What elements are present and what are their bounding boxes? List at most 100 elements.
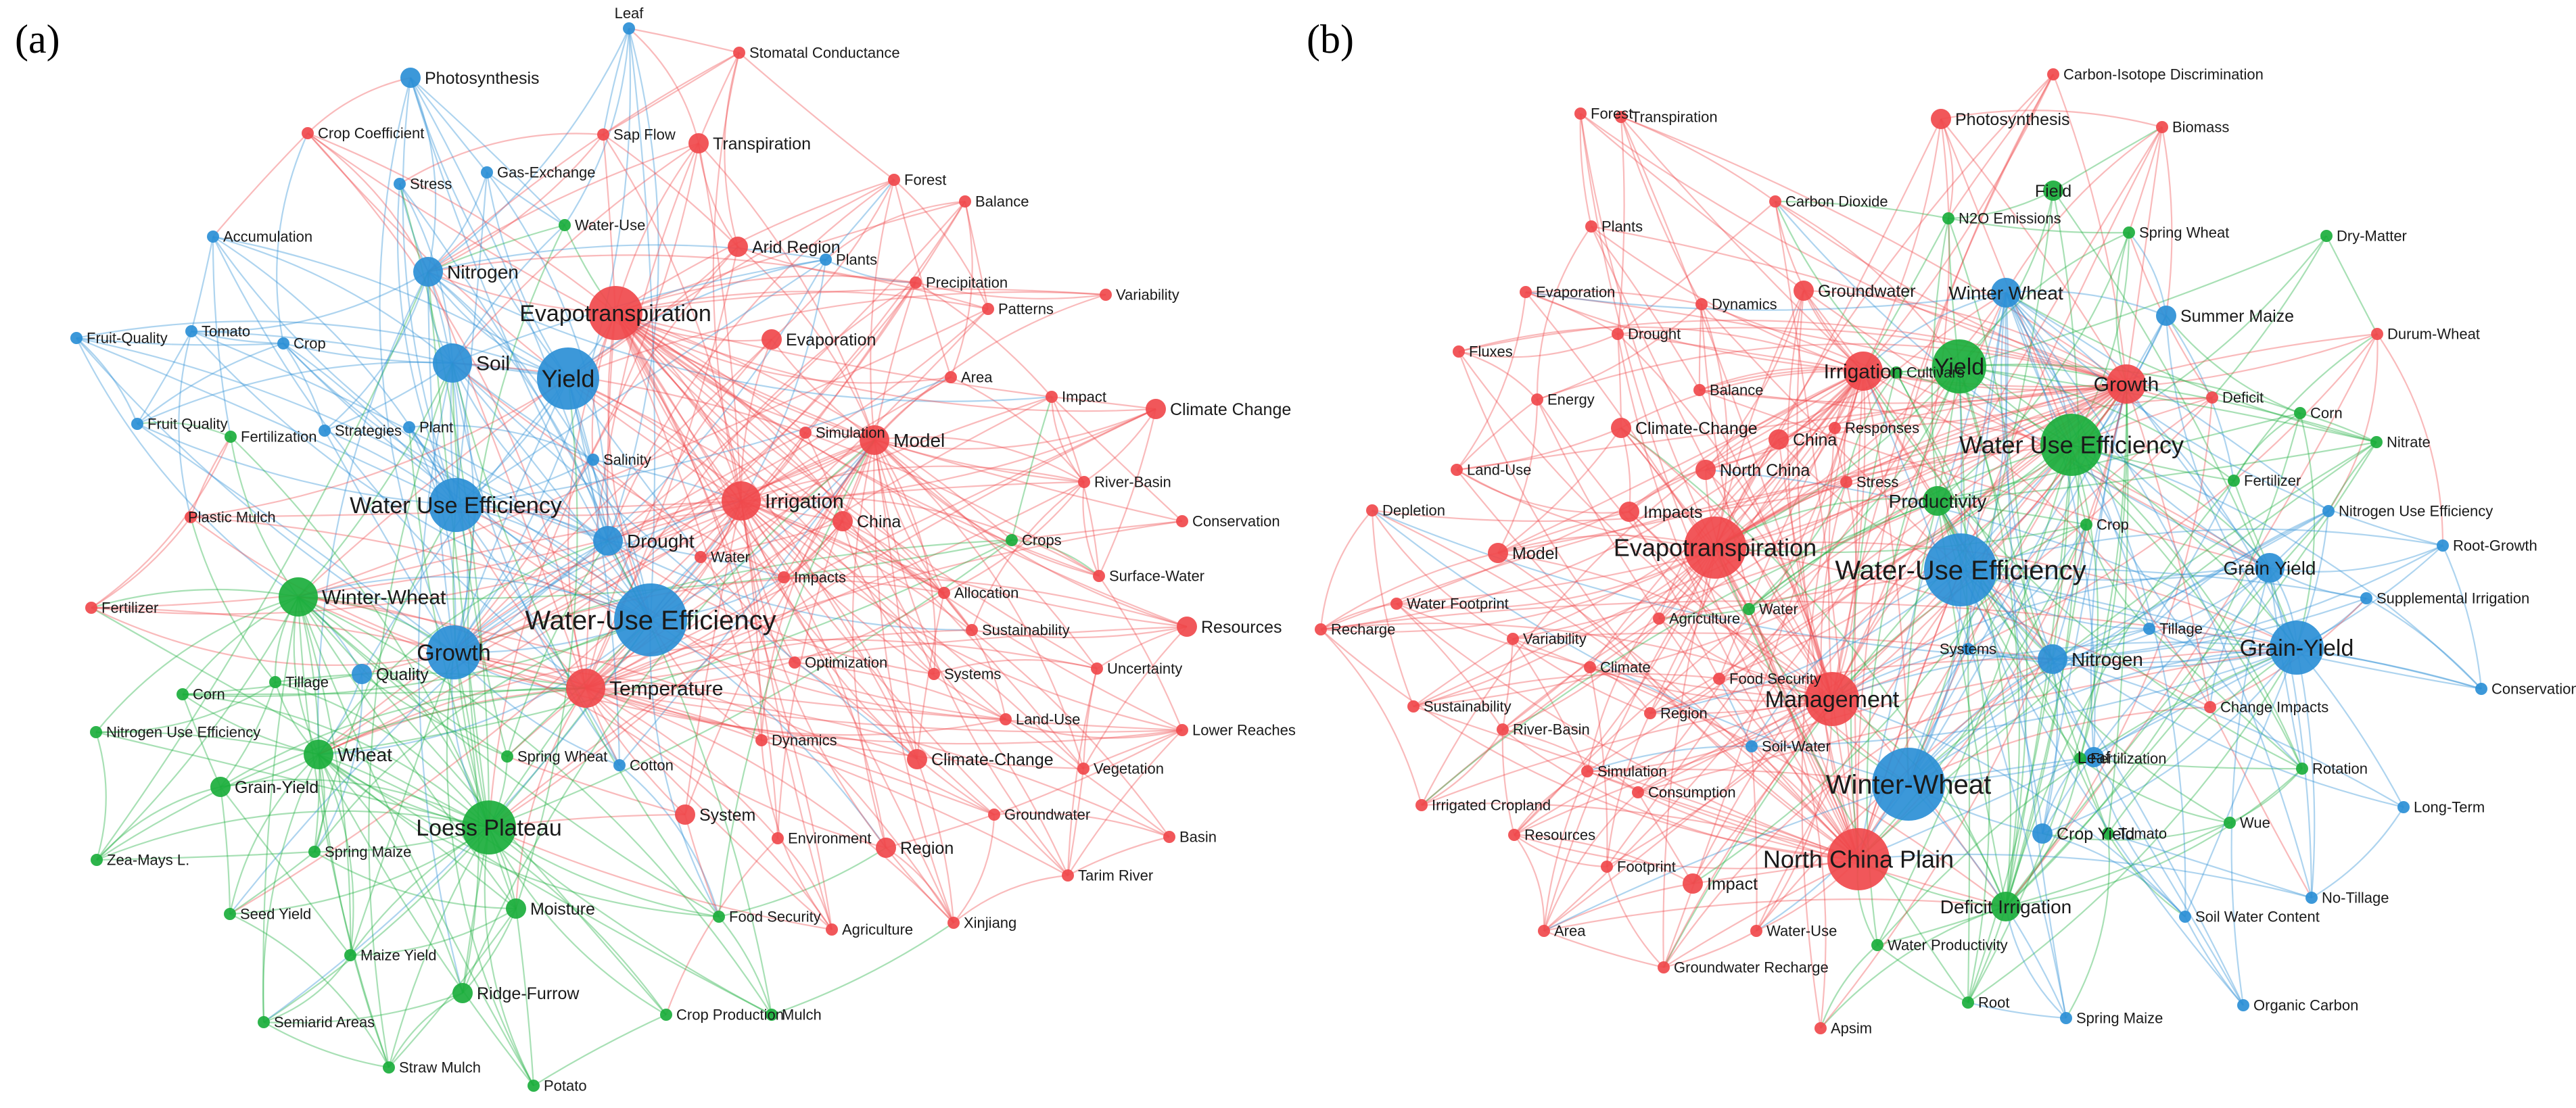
link-fluxes-energy — [1458, 350, 1538, 400]
link-rotation-deficit-irrigation — [2005, 768, 2303, 908]
node-variability — [1507, 633, 1519, 645]
link-grain-yield-water-use-efficiency — [1960, 569, 2297, 649]
link-gas-exchange-water-use — [486, 172, 565, 226]
node-water-use — [559, 219, 571, 231]
link-region-water-use-efficiency — [1649, 569, 1961, 715]
link-dynamics-balance — [1698, 304, 1703, 391]
link-sustainability-china — [842, 520, 973, 631]
link-environment-evapotranspiration — [615, 312, 779, 839]
link-soil-water-simulation — [1587, 745, 1752, 773]
link-land-use-temperature — [585, 687, 1006, 736]
link-region-variability — [1512, 638, 1651, 715]
link-tomato-growth — [2107, 383, 2129, 834]
link-climate-change-surface-water — [1098, 408, 1157, 577]
link-water-productivity — [1748, 500, 1938, 610]
link-recharge-water-use-efficiency — [1320, 443, 2072, 631]
link-resources-river-basin — [1501, 729, 1516, 836]
link-allocation-temperature — [585, 592, 945, 690]
label-biomass: Biomass — [2172, 119, 2229, 136]
link-spring-maize-deficit-irrigation — [2005, 906, 2067, 1019]
link-river-basin-evapotranspiration — [1502, 547, 1716, 731]
node-dynamics — [755, 734, 768, 746]
node-stress — [1840, 476, 1852, 488]
link-long-term-nitrogen — [2052, 658, 2404, 808]
link-china-loess-plateau — [488, 521, 843, 828]
link-mulch-loess-plateau — [488, 827, 772, 1015]
link-precipitation-simulation — [805, 282, 916, 433]
link-semiarid-areas-maize-yield — [263, 955, 351, 1023]
node-temperature — [566, 669, 605, 708]
link-surface-water-river-basin — [1082, 481, 1100, 577]
link-drought-growth — [1617, 327, 2127, 385]
link-leaf-nitrogen — [427, 28, 630, 272]
link-resources-irrigation — [741, 500, 1188, 628]
link-xinjiang-groundwater — [953, 814, 996, 923]
link-river-basin-climate-change — [1083, 408, 1156, 483]
link-basin-tarim-river — [1067, 836, 1170, 876]
node-sap-flow — [597, 128, 609, 141]
label-region: Region — [900, 839, 954, 858]
link-plant-water-use-efficiency — [408, 427, 651, 621]
node-impacts — [1619, 502, 1639, 522]
label-depletion: Depletion — [1382, 502, 1445, 519]
link-loess-plateau-nitrogen — [427, 271, 490, 828]
link-fruit-quality-water-use-efficiency — [76, 337, 456, 506]
link-footprint-region — [1606, 713, 1651, 867]
link-straw-mulch-wheat — [317, 754, 390, 1068]
link-arid-region-temperature — [585, 246, 739, 689]
label-potato: Potato — [544, 1078, 587, 1094]
link-model-irrigation — [1497, 370, 1864, 554]
link-fruit-quality-yield — [76, 320, 569, 380]
link-forest-grain-yield — [1580, 113, 2270, 569]
link-simulation-area — [1543, 771, 1589, 932]
link-root-growth-nitrogen — [2052, 545, 2443, 660]
node-moisture — [506, 898, 526, 919]
node-land-use — [1451, 464, 1463, 476]
link-region-model — [851, 439, 887, 848]
link-groundwater-lower-reaches — [993, 729, 1183, 816]
link-salinity-soil — [452, 362, 594, 460]
link-climate-change-north-china-plain — [1620, 427, 1860, 860]
link-land-use-sustainability — [971, 629, 1007, 720]
link-responses-management — [1827, 427, 1836, 700]
link-water-footprint-growth — [1396, 383, 2127, 605]
link-climate-change-irrigation — [741, 408, 1156, 502]
label-drought: Drought — [627, 531, 695, 552]
link-balance-wheat — [318, 201, 966, 756]
link-water-use-nitrogen — [427, 224, 565, 273]
link-winter-wheat-nitrogen — [2000, 292, 2054, 660]
link-seed-yield-spring-maize — [229, 851, 315, 915]
link-model-growth — [453, 439, 875, 653]
panel-b-labels: Carbon-Isotope Discrimination Transpirati… — [1331, 66, 2576, 1037]
node-maize-yield — [344, 949, 356, 961]
node-rotation — [2296, 763, 2308, 775]
link-impact-precipitation — [915, 282, 1052, 398]
link-maize-yield-moisture — [350, 908, 517, 957]
link-plant-loess-plateau — [408, 427, 490, 828]
label-spring-maize: Spring Maize — [325, 844, 411, 861]
link-biomass-spring-wheat — [2128, 126, 2163, 233]
node-optimization — [789, 656, 801, 669]
link-resources-growth — [1514, 383, 2127, 836]
node-forest — [888, 174, 900, 186]
link-water-stress — [1748, 481, 1847, 610]
node-groundwater — [988, 809, 1000, 821]
link-cultivars-stress — [1845, 372, 1897, 483]
link-moisture-water-use-efficiency — [452, 504, 517, 909]
link-climate-change-model — [874, 408, 1156, 450]
link-carbon-dioxide-north-china-plain — [1774, 201, 1860, 860]
link-tomato-yield — [1958, 366, 2109, 834]
node-north-china-plain — [1827, 828, 1890, 890]
link-climate-management — [1589, 666, 1833, 702]
link-corn-deficit-irrigation — [2005, 412, 2301, 907]
panel-b-network: (b) Carbon-Isotope Discrimination Transpi… — [1307, 17, 2576, 1037]
link-rotation-water-use-efficiency — [2071, 444, 2303, 769]
label-irrigation: Irrigation — [765, 491, 844, 513]
link-crop-production-loess-plateau — [488, 827, 667, 1015]
label-impacts: Impacts — [1643, 503, 1703, 522]
link-potato-winter-wheat — [297, 596, 534, 1086]
link-root-growth-grain-yield — [2269, 544, 2443, 573]
label-winter-wheat: Winter-Wheat — [322, 587, 446, 609]
link-crop-production-wheat — [318, 753, 667, 1015]
link-mulch-winter-wheat — [298, 596, 772, 1015]
